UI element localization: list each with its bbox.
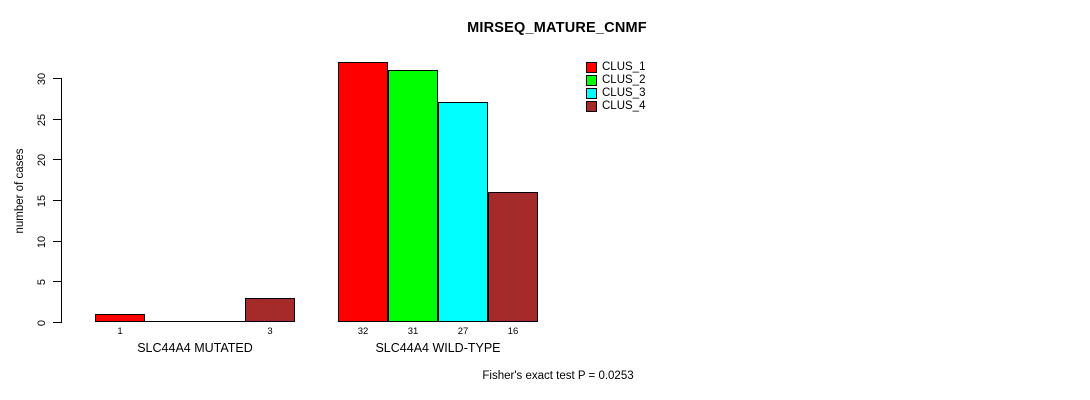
bar-value-label: 27 — [457, 326, 469, 337]
y-tick — [53, 241, 61, 242]
legend-item: CLUS_1 — [586, 61, 645, 74]
group-label: SLC44A4 WILD-TYPE — [375, 341, 501, 355]
y-tick-label: 0 — [36, 319, 48, 326]
legend-swatch — [586, 75, 597, 86]
legend-swatch — [586, 88, 597, 99]
legend-swatch — [586, 101, 597, 112]
legend-item: CLUS_3 — [586, 87, 645, 100]
y-tick — [53, 281, 61, 282]
zero-bar — [195, 321, 245, 322]
bar-value-label: 32 — [357, 326, 369, 337]
y-tick-label: 15 — [36, 194, 48, 207]
y-tick — [53, 159, 61, 160]
legend-label: CLUS_4 — [602, 100, 646, 112]
stat-annotation: Fisher's exact test P = 0.0253 — [482, 370, 634, 382]
bar — [488, 192, 538, 322]
y-tick-label: 10 — [36, 235, 48, 248]
legend: CLUS_1 CLUS_2 CLUS_3 CLUS_4 — [586, 61, 645, 113]
bar-value-label: 31 — [407, 326, 419, 337]
y-tick — [53, 78, 61, 79]
y-tick-label: 20 — [36, 153, 48, 166]
y-tick-label: 30 — [36, 72, 48, 85]
zero-bar — [145, 321, 195, 322]
legend-item: CLUS_4 — [586, 100, 645, 113]
y-tick — [53, 322, 61, 323]
legend-label: CLUS_2 — [602, 74, 646, 86]
bar-value-label: 1 — [117, 326, 123, 337]
y-tick — [53, 200, 61, 201]
group-label: SLC44A4 MUTATED — [137, 341, 253, 355]
bar — [338, 62, 388, 322]
y-axis-line — [61, 78, 62, 323]
y-tick-label: 5 — [36, 278, 48, 285]
bar — [95, 314, 145, 322]
chart-title: MIRSEQ_MATURE_CNMF — [467, 20, 647, 36]
y-tick-label: 25 — [36, 113, 48, 126]
legend-swatch — [586, 62, 597, 73]
y-axis-title: number of cases — [14, 148, 26, 234]
bar-value-label: 3 — [267, 326, 273, 337]
legend-label: CLUS_1 — [602, 61, 646, 73]
bar-value-label: 16 — [507, 326, 519, 337]
legend-label: CLUS_3 — [602, 87, 646, 99]
bar — [388, 70, 438, 322]
legend-item: CLUS_2 — [586, 74, 645, 87]
bar — [438, 102, 488, 322]
bar — [245, 298, 295, 322]
y-tick — [53, 119, 61, 120]
